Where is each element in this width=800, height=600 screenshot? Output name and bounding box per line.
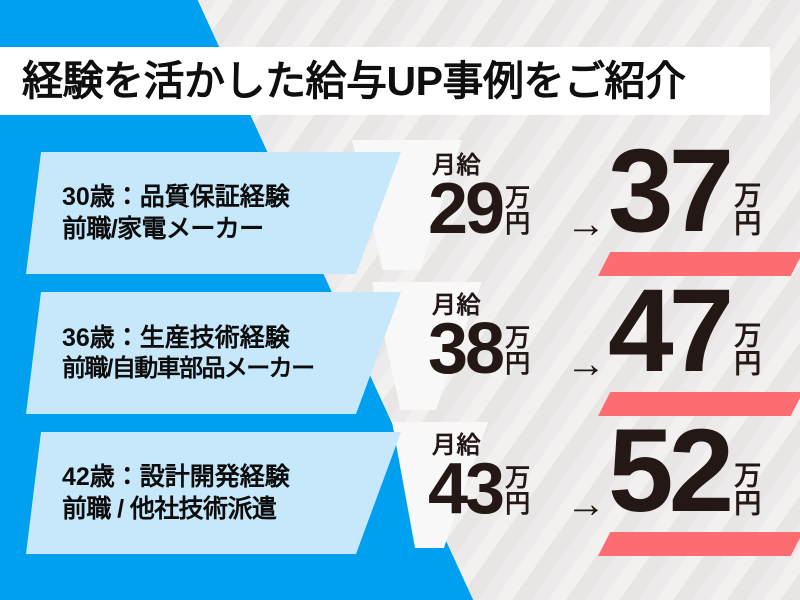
unit-yen-after-3: 円: [734, 488, 762, 519]
profile-line1-3: 42歳：設計開発経験: [62, 463, 290, 491]
salary-after-group-2: 47 万 円: [608, 265, 761, 397]
unit-man-after-1: 万: [734, 181, 762, 212]
salary-after-value-2: 47: [608, 265, 734, 397]
salary-after-value-1: 37: [608, 125, 734, 257]
unit-man-after-3: 万: [734, 461, 762, 492]
monthly-salary-label-3: 月給: [432, 432, 481, 459]
salary-before-group-3: 43 万 円: [428, 449, 530, 529]
salary-block-3: 月給 43 万 円 → 52 万 円: [428, 412, 800, 562]
unit-before-2: 万 円: [505, 326, 530, 377]
unit-after-3: 万 円: [734, 463, 761, 518]
unit-yen-before-2: 円: [505, 349, 531, 378]
unit-after-1: 万 円: [734, 183, 761, 238]
unit-man-before-2: 万: [505, 324, 531, 353]
unit-before-3: 万 円: [505, 466, 530, 517]
profile-line2-3: 前職 / 他社技術派遣: [62, 495, 277, 523]
salary-before-value-2: 38: [428, 309, 505, 389]
case-row-2: 36歳：生産技術経験 前職/自動車部品メーカー 月給 38 万 円 → 47 万…: [0, 272, 800, 422]
unit-yen-after-2: 円: [734, 348, 762, 379]
unit-before-1: 万 円: [505, 186, 530, 237]
profile-line1-1: 30歳：品質保証経験: [62, 183, 290, 211]
red-highlight-bar-3: [598, 532, 800, 556]
profile-card-3: 42歳：設計開発経験 前職 / 他社技術派遣: [26, 432, 401, 554]
arrow-right-icon-2: →: [566, 342, 606, 386]
salary-before-group-1: 29 万 円: [428, 169, 530, 249]
salary-before-value-3: 43: [428, 449, 505, 529]
unit-yen-before-1: 円: [505, 209, 531, 238]
red-highlight-bar-1: [598, 252, 800, 276]
salary-after-group-1: 37 万 円: [608, 125, 761, 257]
salary-block-2: 月給 38 万 円 → 47 万 円: [428, 272, 800, 422]
arrow-right-icon-1: →: [566, 202, 606, 246]
page-title: 経験を活かした給与UP事例をご紹介: [22, 57, 686, 104]
red-highlight-bar-2: [598, 392, 800, 416]
monthly-salary-label-1: 月給: [432, 152, 481, 179]
salary-before-group-2: 38 万 円: [428, 309, 530, 389]
profile-card-1: 30歳：品質保証経験 前職/家電メーカー: [26, 152, 401, 274]
profile-card-2: 36歳：生産技術経験 前職/自動車部品メーカー: [26, 292, 401, 414]
salary-block-1: 月給 29 万 円 → 37 万 円: [428, 132, 800, 282]
arrow-right-icon-3: →: [566, 482, 606, 526]
unit-yen-after-1: 円: [734, 208, 762, 239]
profile-line2-2: 前職/自動車部品メーカー: [62, 354, 315, 382]
unit-after-2: 万 円: [734, 323, 761, 378]
profile-line2-1: 前職/家電メーカー: [62, 215, 264, 243]
salary-after-group-3: 52 万 円: [608, 405, 761, 537]
salary-after-value-3: 52: [608, 405, 734, 537]
unit-man-before-3: 万: [505, 464, 531, 493]
monthly-salary-label-2: 月給: [432, 292, 481, 319]
title-banner: 経験を活かした給与UP事例をご紹介: [0, 47, 770, 115]
unit-yen-before-3: 円: [505, 489, 531, 518]
unit-man-before-1: 万: [505, 184, 531, 213]
case-row-1: 30歳：品質保証経験 前職/家電メーカー 月給 29 万 円 → 37 万 円: [0, 132, 800, 282]
case-row-3: 42歳：設計開発経験 前職 / 他社技術派遣 月給 43 万 円 → 52 万 …: [0, 412, 800, 562]
salary-before-value-1: 29: [428, 169, 505, 249]
profile-line1-2: 36歳：生産技術経験: [62, 323, 290, 352]
unit-man-after-2: 万: [734, 321, 762, 352]
